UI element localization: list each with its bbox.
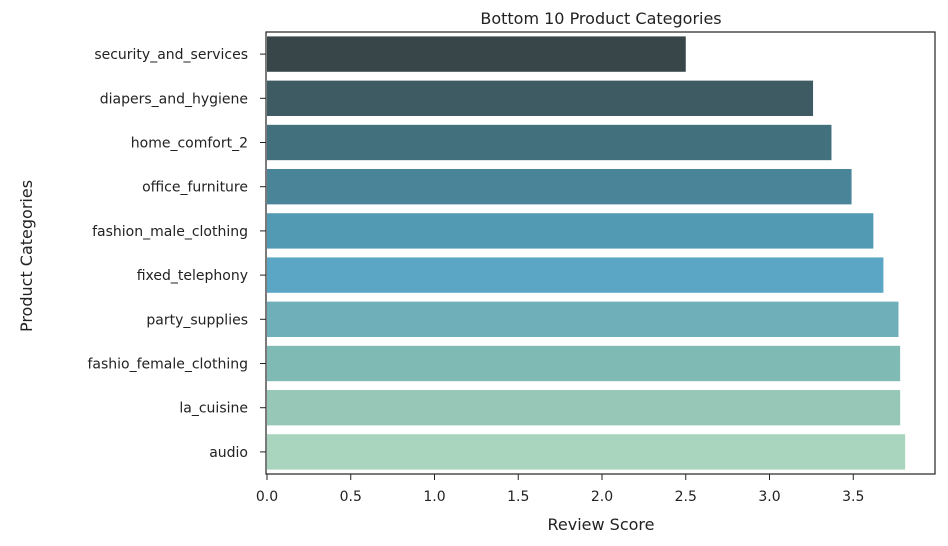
- x-tick-label: 2.0: [591, 489, 613, 505]
- y-tick-label: audio: [209, 445, 248, 461]
- y-tick-label: fashio_female_clothing: [87, 357, 248, 373]
- y-tick-label: la_cuisine: [179, 401, 248, 417]
- x-tick-label: 3.0: [758, 489, 780, 505]
- y-tick-label: office_furniture: [142, 180, 248, 196]
- x-axis-ticks: 0.0 0.5 1.0 1.5 2.0 2.5 3.0 3.5: [256, 474, 864, 505]
- x-tick-label: 0.5: [340, 489, 362, 505]
- bar-fashion_male_clothing: [267, 213, 874, 249]
- bar-office_furniture: [267, 169, 852, 205]
- y-axis-ticks: security_and_services diapers_and_hygiene…: [87, 47, 266, 461]
- x-tick-label: 1.0: [423, 489, 445, 505]
- x-tick-label: 0.0: [256, 489, 278, 505]
- plot-frame: [265, 31, 936, 475]
- bar-la_cuisine: [267, 390, 901, 426]
- x-tick-label: 1.5: [507, 489, 529, 505]
- x-tick-label: 3.5: [842, 489, 864, 505]
- bars-group: [267, 36, 906, 470]
- chart-title: Bottom 10 Product Categories: [480, 9, 721, 28]
- bar-home_comfort_2: [267, 124, 832, 161]
- bar-fixed_telephony: [267, 257, 884, 293]
- y-tick-label: home_comfort_2: [131, 136, 248, 152]
- x-axis-title: Review Score: [548, 515, 655, 534]
- y-tick-label: security_and_services: [94, 47, 248, 63]
- y-tick-label: fashion_male_clothing: [92, 224, 248, 240]
- x-tick-label: 2.5: [675, 489, 697, 505]
- y-tick-label: diapers_and_hygiene: [100, 91, 248, 107]
- bar-audio: [267, 434, 906, 470]
- y-axis-title: Product Categories: [17, 180, 36, 332]
- bar-diapers_and_hygiene: [267, 80, 814, 116]
- y-tick-label: fixed_telephony: [137, 268, 248, 284]
- bar-security_and_services: [267, 36, 686, 72]
- y-tick-label: party_supplies: [146, 312, 248, 328]
- bar-party_supplies: [267, 301, 899, 337]
- bar-fashio_female_clothing: [267, 345, 901, 382]
